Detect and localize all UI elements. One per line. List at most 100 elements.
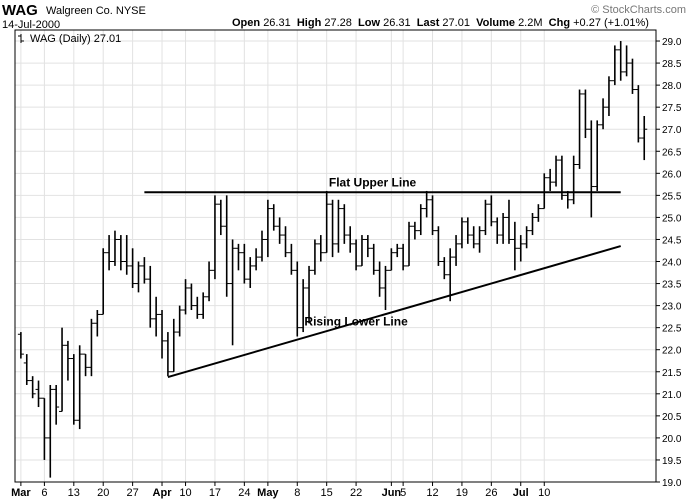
ohlc-bar [129, 248, 136, 288]
high-label: High [296, 17, 322, 29]
ohlc-bar [88, 318, 95, 377]
ohlc-bar [576, 89, 583, 169]
y-tick-label: 29.0 [662, 37, 682, 48]
y-tick-label: 24.0 [662, 258, 682, 269]
x-tick-label: 24 [238, 487, 250, 499]
ohlc-bar [247, 257, 254, 288]
ohlc-bar [70, 354, 77, 425]
ohlc-bar [153, 296, 160, 337]
legend-text: WAG (Daily) 27.01 [30, 33, 121, 45]
ohlc-bar [453, 235, 460, 266]
y-tick-label: 24.5 [662, 235, 682, 246]
y-tick-label: 21.0 [662, 390, 682, 401]
y-tick-label: 27.0 [662, 125, 682, 136]
ohlc-bar [211, 195, 218, 280]
ohlc-bar [329, 199, 336, 258]
ohlc-bar [164, 332, 171, 377]
ohlc-bar [223, 195, 230, 297]
ohlc-bar [317, 235, 324, 262]
ohlc-bar [141, 257, 148, 284]
ohlc-bar [117, 235, 124, 271]
ohlc-bar [288, 243, 295, 275]
ohlc-bar [17, 332, 24, 359]
ohlc-bar [217, 199, 224, 236]
y-tick-label: 26.0 [662, 169, 682, 180]
trend-line-label: Rising Lower Line [304, 314, 408, 328]
y-tick-label: 25.0 [662, 213, 682, 224]
ohlc-bar [200, 292, 207, 319]
ohlc-bar [276, 217, 283, 244]
y-tick-label: 25.5 [662, 191, 682, 202]
ohlc-bar [605, 76, 612, 116]
open-value: 26.31 [263, 17, 291, 29]
ohlc-bar [458, 217, 465, 249]
trend-line-label: Flat Upper Line [329, 175, 417, 189]
ohlc-bar [82, 353, 89, 377]
ohlc-bar [358, 235, 365, 267]
y-tick-label: 23.5 [662, 280, 682, 291]
ohlc-bar [100, 248, 107, 315]
y-tick-label: 21.5 [662, 368, 682, 379]
x-tick-label: 20 [97, 487, 109, 499]
ohlc-bar [376, 261, 383, 297]
x-tick-label: 22 [350, 487, 362, 499]
trend-line [167, 245, 621, 379]
ohlc-bar [547, 168, 554, 191]
ohlc-bar [494, 217, 501, 244]
ohlc-bar [488, 195, 495, 227]
ohlc-bar [411, 221, 418, 240]
x-tick-label: 27 [126, 487, 138, 499]
ohlc-bar [64, 340, 71, 381]
y-tick-label: 28.5 [662, 59, 682, 70]
ohlc-bar [353, 239, 360, 271]
ohlc-bar [382, 265, 389, 311]
ohlc-bar [335, 199, 342, 253]
ohlc-bar [35, 380, 42, 408]
ohlc-bar [41, 397, 48, 460]
chg-value: +0.27 (+1.01%) [573, 17, 649, 29]
x-tick-label: 8 [294, 487, 300, 499]
ohlc-bar [570, 155, 577, 205]
x-tick-label: 10 [538, 487, 550, 499]
ohlc-bar [400, 243, 407, 271]
ohlc-bar [294, 261, 301, 337]
ohlc-bar [135, 261, 142, 293]
ohlc-bar [311, 239, 318, 275]
ohlc-bar [394, 243, 401, 258]
x-tick-label: 19 [456, 487, 468, 499]
ohlc-bar [541, 173, 548, 210]
ohlc-bar [264, 199, 271, 258]
ohlc-bar [170, 318, 177, 373]
x-tick-label: 15 [321, 487, 333, 499]
ohlc-bar [106, 235, 113, 271]
ohlc-bar [258, 230, 265, 262]
ohlc-bar [635, 85, 642, 143]
ohlc-bar [406, 221, 413, 267]
ohlc-bar [564, 190, 571, 209]
ohlc-bar [505, 199, 512, 244]
y-axis: 19.0 19.5 20.0 20.5 21.0 21.5 22.0 22.5 23.0 23.5… [656, 37, 682, 489]
ohlc-bar [159, 310, 166, 359]
y-tick-label: 22.0 [662, 346, 682, 357]
ohlc-bar [594, 120, 601, 191]
ohlc-bar [364, 235, 371, 258]
ohlc-bar [59, 327, 66, 412]
legend: WAG (Daily) 27.01 [18, 33, 121, 45]
x-tick-label: 10 [179, 487, 191, 499]
y-tick-label: 26.5 [662, 147, 682, 158]
ohlc-bar [629, 58, 636, 94]
volume-value: 2.2M [518, 17, 543, 29]
low-value: 26.31 [383, 17, 411, 29]
ohlc-bar [47, 384, 54, 478]
x-tick-label: 26 [485, 487, 497, 499]
ohlc-bar [388, 248, 395, 271]
ohlc-bar [206, 261, 213, 302]
ohlc-bar [423, 190, 430, 218]
chg-label: Chg [548, 17, 571, 29]
y-tick-label: 28.0 [662, 81, 682, 92]
ohlc-bar [282, 226, 289, 258]
ohlc-bar [500, 213, 507, 244]
y-tick-label: 22.5 [662, 324, 682, 335]
